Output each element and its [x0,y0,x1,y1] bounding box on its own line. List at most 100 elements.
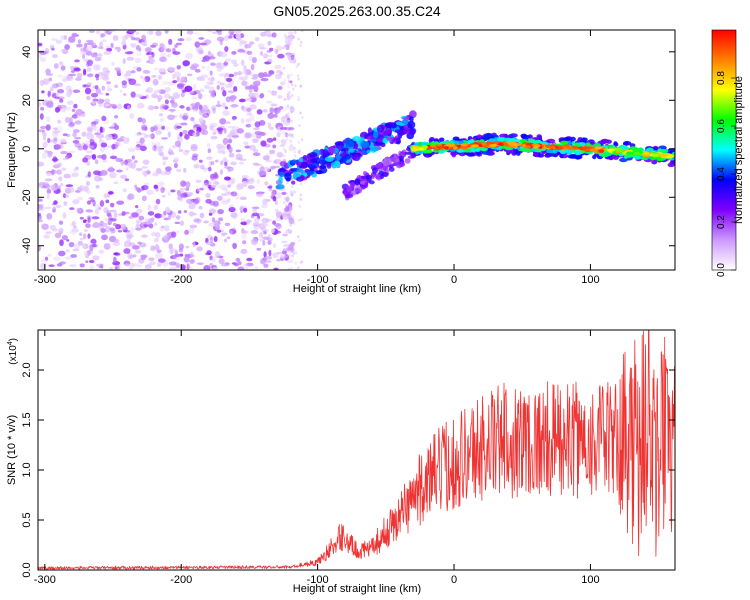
spectrogram-cell [224,190,232,196]
spectrogram-cell [436,145,446,149]
spectrogram-cell [208,90,213,94]
spectrogram-cell [154,123,163,128]
spectrogram-cell [148,257,155,262]
spectrogram-cell [286,96,291,101]
spectrogram-cell [98,92,104,96]
spectrogram-cell [229,207,236,212]
spectrogram-cell [217,62,223,65]
spectrogram-cell [98,103,103,108]
spectrogram-cell [215,159,219,163]
spectrogram-cell [278,176,283,184]
spectrogram-cell [90,42,97,47]
spectrogram-cell [221,199,229,205]
spectrogram-cell [279,126,288,130]
spectrogram-cell [203,265,211,270]
spectrogram-cell [99,126,103,133]
spectrogram-cell [190,116,195,122]
spectrogram-cell [276,131,281,138]
spectrogram-cell [301,115,304,119]
spectrogram-cell [253,127,260,131]
spectrogram-cell [292,87,295,91]
spectrogram-cell [284,44,291,48]
spectrogram-cell [92,222,100,228]
spectrogram-cell [218,258,225,265]
spectrogram-cell [215,63,222,69]
spectrogram-cell [152,145,157,152]
spectrogram-cell [79,232,83,237]
spectrogram-cell [218,218,224,222]
spectrogram-cell [223,61,229,66]
spectrogram-cell [265,218,273,222]
spectrogram-cell [203,179,210,186]
spectrogram-cell [67,123,74,127]
spectrogram-cell [225,77,233,82]
spectrogram-cell [288,249,291,253]
spectrogram-cell [97,46,104,50]
spectrogram-cell [282,66,286,70]
spectrogram-cell [87,249,91,256]
spectrogram-cell [57,74,64,78]
spectrogram-cell [98,249,105,254]
spectrogram-cell [193,89,201,94]
spectrogram-cell [286,104,290,108]
spectrogram-cell [220,263,229,267]
spectrogram-cell [42,78,50,85]
spectrogram-cell [180,180,187,188]
spectrogram-cell [287,112,291,116]
spectrogram-cell [300,138,304,142]
spectrogram-cell [168,38,173,45]
spectrogram-cell [283,33,287,37]
spectrogram-cell [243,207,248,213]
spectrogram-cell [108,266,113,270]
spectrogram-cell [660,148,669,154]
spectrogram-cell [158,113,164,117]
spectrogram-cell [622,151,627,155]
spectrogram-cell [230,59,238,65]
spectrogram-cell [65,249,70,253]
spectrogram-cell [51,158,59,162]
spectrogram-cell [168,108,176,112]
spectrogram-cell [104,98,111,103]
spectrogram-cell [612,155,619,160]
spectrogram-cell [128,242,136,247]
spectrogram-cell [127,147,136,153]
spectrogram-cell [147,211,155,216]
spectrogram-cell [72,225,78,229]
spectrogram-cell [360,140,370,149]
spectrogram-x-ticks: -300 -200 -100 0 100 [34,30,600,286]
spectrogram-cell [196,246,203,252]
spectrogram-cell [288,244,294,252]
spectrogram-cell [297,77,300,81]
spectrogram-cell [206,81,214,86]
spectrogram-cell [342,190,348,195]
spectrogram-cell [191,96,198,100]
spectrogram-cell [47,91,51,98]
spectrogram-cell [270,103,278,107]
spectrogram-cell [156,263,162,268]
spectrogram-cell [106,47,113,52]
spectrogram-cell [179,105,185,109]
y-tick-label: 0.0 [21,562,33,577]
spectrogram-cell [87,154,93,160]
spectrogram-cell [294,251,298,255]
spectrogram-cell [153,222,158,226]
spectrogram-cell [52,256,61,262]
spectrogram-cell [224,46,229,52]
spectrogram-cell [62,212,67,219]
spectrogram-cell [577,146,584,150]
spectrogram-cell [134,184,138,189]
spectrogram-cell [207,50,211,56]
spectrogram-cell [46,213,53,220]
spectrogram-cell [223,238,228,243]
spectrogram-cell [251,57,257,64]
spectrogram-cell [290,266,293,270]
spectrogram-cell [68,241,75,248]
spectrogram-cell [135,167,143,172]
spectrogram-cell [409,116,414,122]
spectrogram-cell [121,80,128,86]
spectrogram-cell [168,261,177,266]
spectrogram-cell [85,150,93,154]
spectrogram-cell [267,122,272,129]
spectrogram-cell [83,229,89,232]
colorbar-gradient [712,30,736,270]
